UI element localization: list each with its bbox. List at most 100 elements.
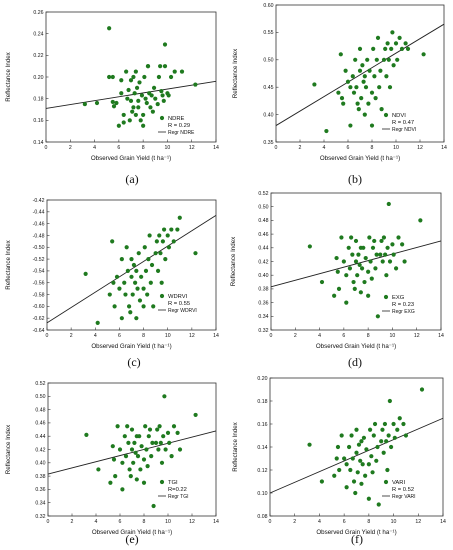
- legend-series-name: NDRE: [168, 116, 185, 122]
- data-point: [353, 57, 358, 62]
- data-point: [355, 470, 360, 475]
- data-point: [159, 280, 164, 285]
- data-point: [362, 74, 367, 79]
- y-tick-label: 0.34: [35, 501, 45, 507]
- legend-marker: [383, 294, 389, 300]
- data-point: [359, 96, 364, 101]
- plot-frame: [269, 377, 444, 517]
- x-tick-label: 4: [93, 145, 96, 151]
- data-point: [339, 433, 344, 438]
- data-point: [121, 112, 126, 118]
- plot-frame: [46, 199, 217, 331]
- data-point: [369, 90, 375, 95]
- data-point: [114, 274, 120, 279]
- x-tick-label: 2: [71, 519, 74, 525]
- data-point: [351, 279, 356, 285]
- legend-r-value: R = 0.52: [392, 487, 414, 493]
- data-point: [387, 85, 393, 90]
- regression-line: [45, 80, 217, 109]
- data-point: [405, 46, 411, 51]
- y-tick-label: 0.52: [35, 381, 45, 387]
- data-point: [153, 251, 158, 256]
- data-point: [383, 46, 388, 51]
- legend-r-value: R = 0.23: [392, 302, 414, 308]
- x-tick-label: 6: [347, 145, 350, 151]
- data-point: [136, 105, 141, 110]
- data-point: [168, 74, 174, 80]
- data-point: [361, 79, 366, 84]
- data-point: [142, 245, 147, 250]
- data-point: [177, 447, 183, 452]
- data-point: [128, 310, 133, 315]
- data-point: [120, 460, 125, 465]
- data-point: [332, 293, 337, 298]
- y-tick-label: 0.60: [263, 3, 273, 9]
- data-point: [151, 85, 157, 90]
- y-tick-label: -0.54: [33, 269, 45, 275]
- legend-series-name: EXG: [392, 295, 405, 301]
- x-axis-title: Observed Grain Yield (t ha⁻¹): [92, 529, 172, 536]
- x-tick-label: 8: [142, 145, 145, 151]
- y-tick-label: 0.44: [35, 434, 45, 440]
- data-point: [347, 266, 353, 271]
- x-tick-label: 2: [294, 333, 297, 339]
- data-point: [171, 239, 176, 244]
- data-point: [159, 460, 165, 465]
- regression-line: [47, 430, 217, 475]
- data-point: [125, 268, 130, 274]
- x-tick-label: 6: [343, 519, 346, 525]
- data-point: [350, 456, 355, 461]
- data-point: [166, 245, 172, 250]
- data-point: [138, 467, 143, 472]
- legend-marker: [159, 293, 165, 299]
- data-point: [381, 450, 386, 455]
- data-point: [364, 447, 369, 452]
- legend-regression-label: Regr EXG: [392, 309, 415, 315]
- data-point: [374, 458, 379, 463]
- y-tick-label: 0.55: [263, 30, 273, 36]
- data-point: [357, 68, 363, 73]
- data-point: [376, 502, 381, 507]
- data-point: [353, 490, 358, 496]
- y-axis-title: Reflectance Index: [230, 236, 237, 286]
- data-point: [371, 46, 376, 51]
- data-point: [163, 256, 168, 262]
- x-tick-label: 10: [165, 145, 171, 151]
- y-tick-label: 0.14: [33, 140, 43, 146]
- data-point: [307, 244, 312, 249]
- data-point: [375, 444, 380, 450]
- data-point: [352, 286, 357, 291]
- data-point: [370, 470, 375, 475]
- data-point: [159, 88, 164, 94]
- data-point: [145, 64, 151, 69]
- y-tick-label: 0.20: [257, 376, 267, 382]
- data-point: [110, 444, 115, 449]
- data-point: [367, 427, 373, 432]
- y-tick-label: 0.20: [33, 75, 43, 81]
- data-point: [107, 26, 112, 31]
- x-tick-label: 14: [213, 145, 219, 151]
- data-point: [115, 424, 120, 429]
- data-point: [372, 238, 377, 244]
- y-axis-title: Reflectance Index: [232, 48, 239, 98]
- y-tick-label: 0.08: [257, 514, 267, 520]
- y-tick-label: 0.34: [258, 314, 268, 320]
- data-point: [342, 456, 347, 461]
- data-point: [84, 432, 89, 437]
- data-point: [137, 434, 142, 439]
- data-point: [155, 101, 160, 107]
- y-tick-label: 0.52: [258, 191, 268, 197]
- data-point: [124, 245, 129, 250]
- data-point: [358, 290, 363, 295]
- data-point: [351, 90, 357, 95]
- regression-line: [275, 23, 445, 126]
- data-point: [381, 235, 387, 240]
- data-point: [348, 85, 353, 90]
- data-point: [121, 120, 126, 125]
- legend-series-name: TGI: [168, 480, 178, 486]
- y-tick-label: 0.24: [33, 31, 43, 37]
- y-tick-label: 0.26: [33, 10, 43, 16]
- data-point: [137, 80, 142, 85]
- data-point: [148, 280, 153, 285]
- data-point: [354, 450, 359, 455]
